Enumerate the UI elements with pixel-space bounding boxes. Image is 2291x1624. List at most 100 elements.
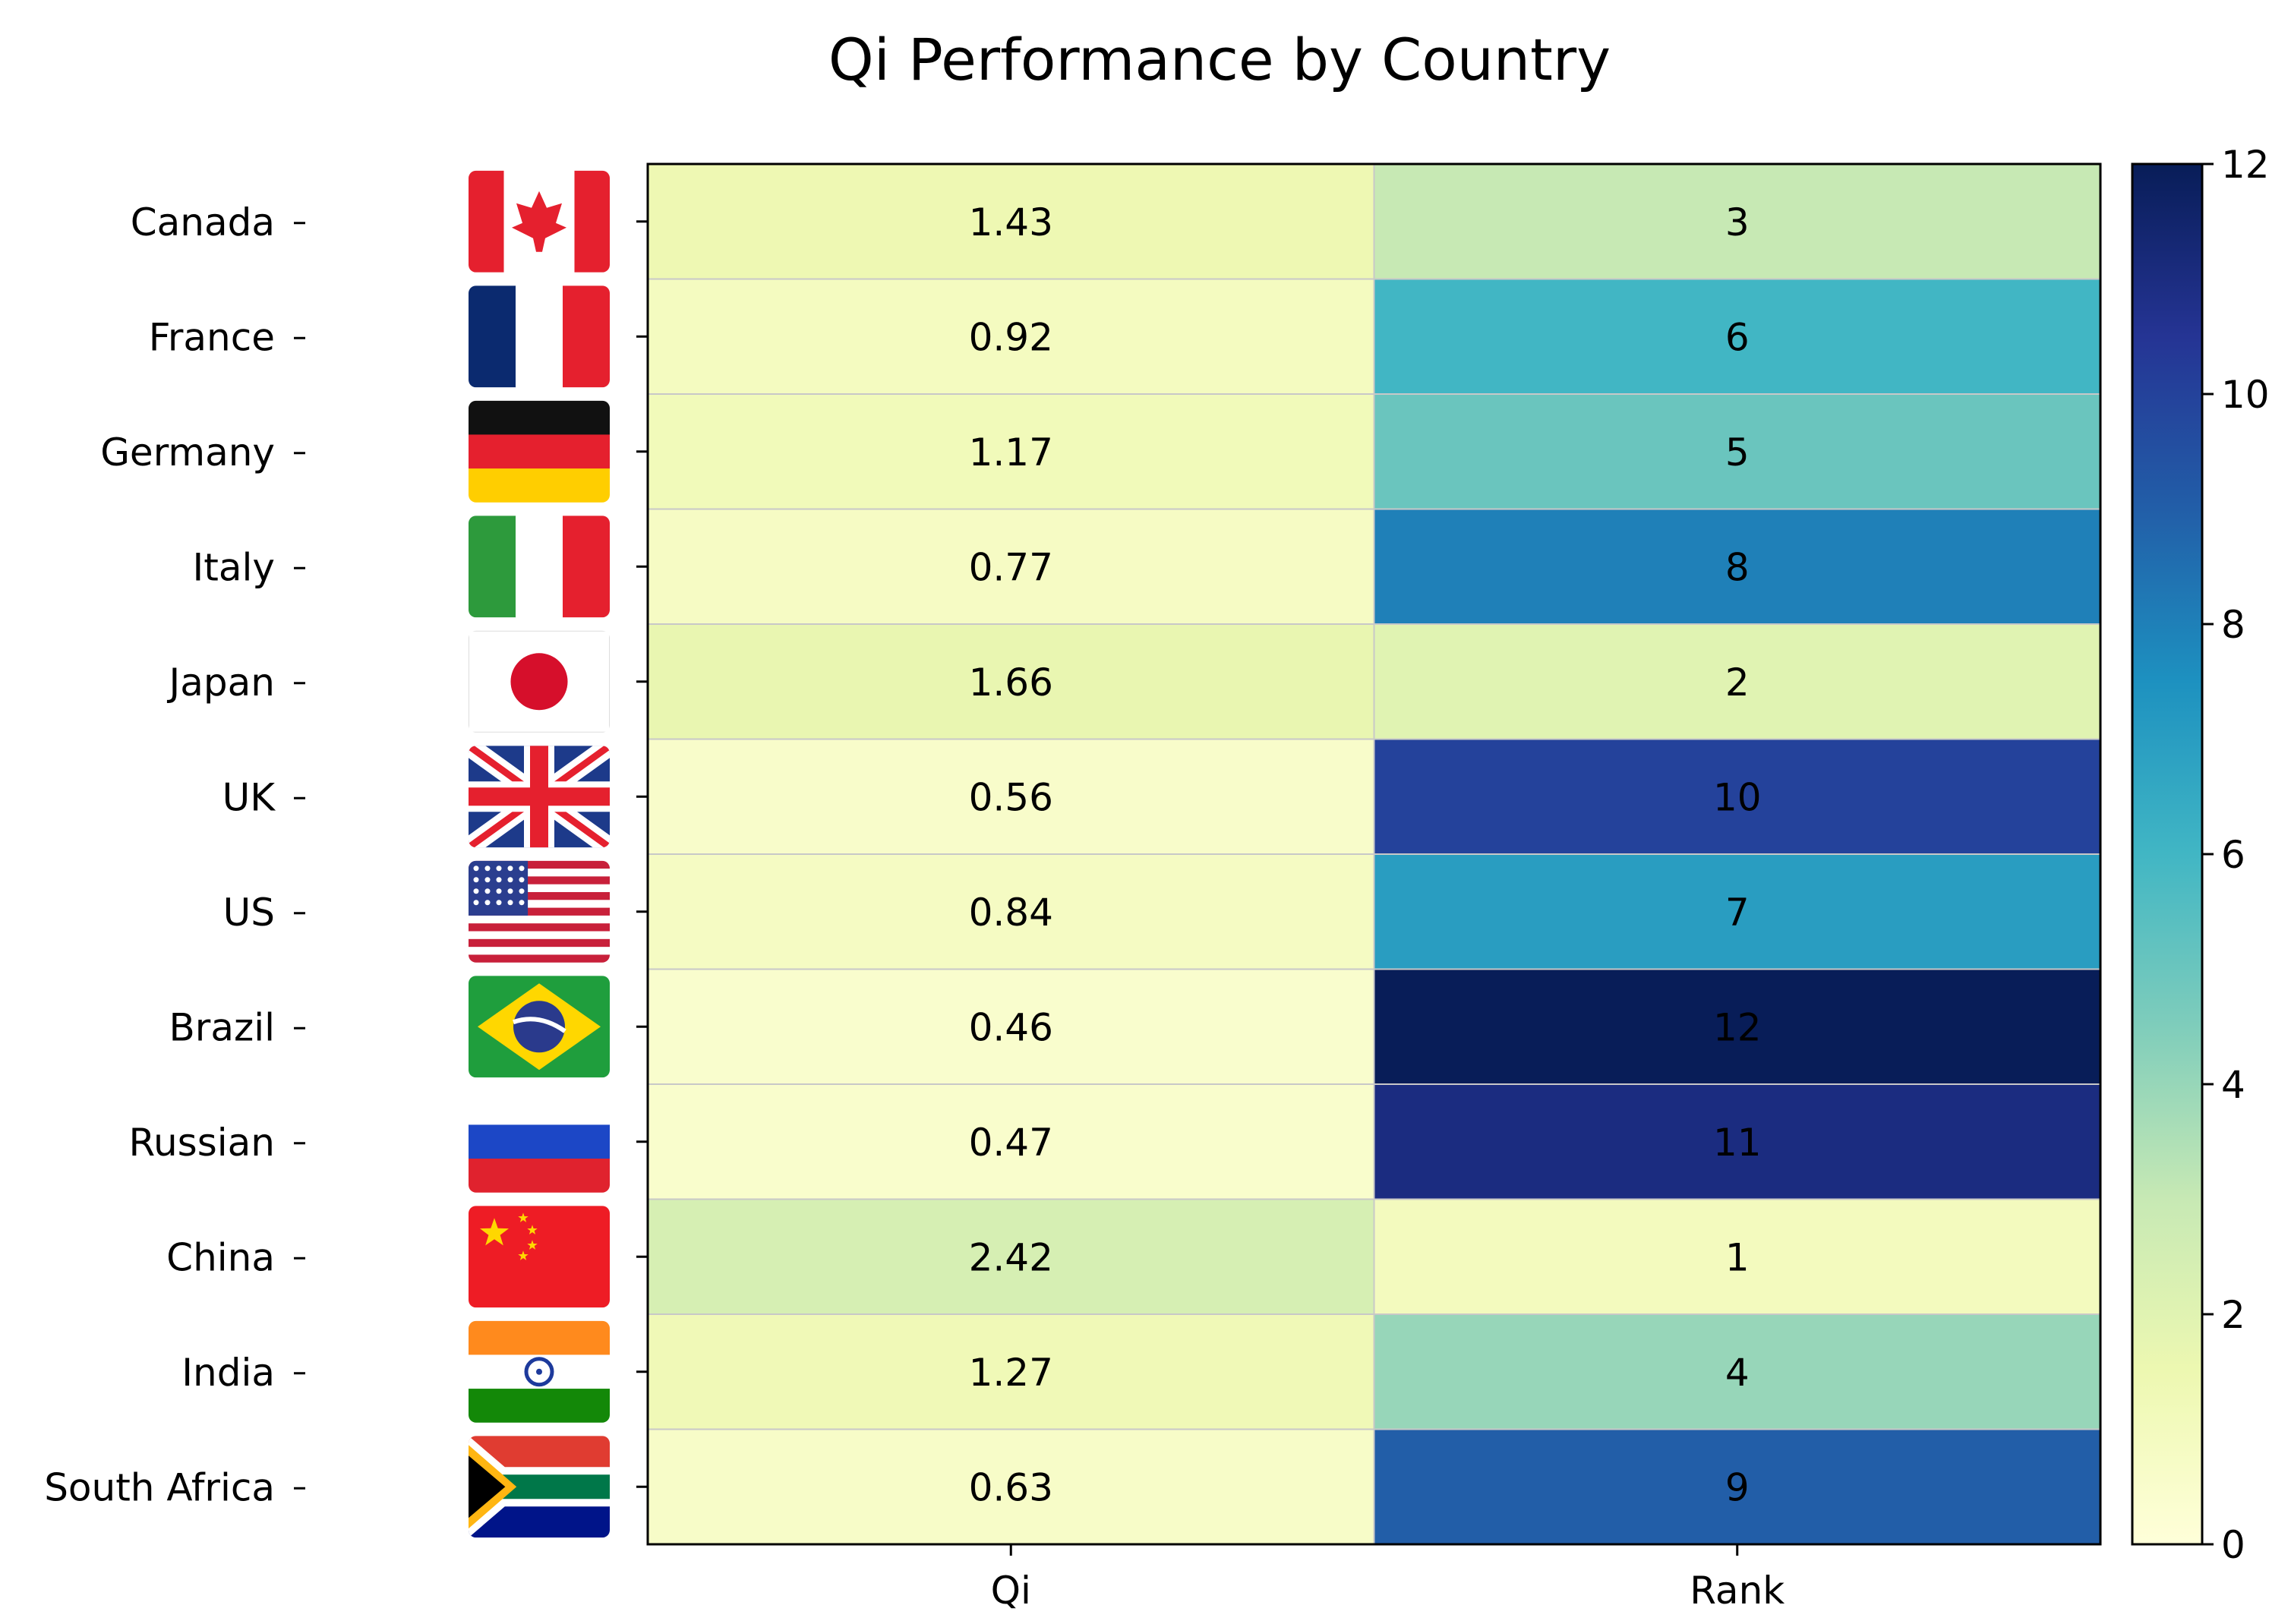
star-icon xyxy=(507,888,513,894)
heatmap-cells: 1.43 3 0.92 6 1.17 5 0.77 8 1.66 2 0.56 10 0.84 7 0.46… xyxy=(647,163,2101,1545)
x-tick-label: Qi xyxy=(991,1569,1031,1613)
star-icon xyxy=(518,1250,529,1260)
italy-stripe xyxy=(563,516,610,618)
y-tick-label: UK xyxy=(222,775,276,819)
heatmap-cell-france-rank xyxy=(1373,278,2101,395)
cell-value-label: 12 xyxy=(1713,1005,1762,1049)
france-stripe xyxy=(516,285,563,388)
italy-stripe xyxy=(469,516,516,618)
colorbar-tick-label: 10 xyxy=(2221,373,2270,417)
star-icon xyxy=(519,877,525,883)
us-stripe xyxy=(469,869,610,877)
heatmap-cell-india-qi xyxy=(647,1313,1375,1430)
cell-value-label: 2.42 xyxy=(969,1235,1053,1279)
cell-value-label: 0.77 xyxy=(969,545,1053,589)
axes: Canada France Germany Italy Japan UK US Brazil R… xyxy=(44,162,2102,1613)
star-icon xyxy=(496,877,502,883)
heatmap-cell-france-qi xyxy=(647,278,1375,395)
y-tick-label: Japan xyxy=(167,661,275,705)
us-stripe xyxy=(469,860,610,869)
cell-value-label: 10 xyxy=(1713,775,1762,819)
italy-flag-icon xyxy=(469,516,610,618)
flag-bg xyxy=(469,1206,610,1308)
colorbar-tick-label: 0 xyxy=(2221,1523,2245,1567)
heatmap-cell-russian-qi xyxy=(647,1083,1375,1200)
star-icon xyxy=(484,877,491,883)
star-icon xyxy=(473,888,479,894)
heatmap-cell-south-africa-qi xyxy=(647,1428,1375,1545)
heatmap-cell-uk-rank xyxy=(1373,738,2101,855)
colorbar-tick-label: 12 xyxy=(2221,143,2270,187)
cell-value-label: 1 xyxy=(1725,1235,1750,1279)
cell-value-label: 0.63 xyxy=(969,1465,1053,1509)
france-flag-icon xyxy=(469,285,610,388)
colorbar-tick-label: 4 xyxy=(2221,1063,2245,1107)
us-stripe xyxy=(469,884,610,893)
india-stripe xyxy=(469,1320,610,1355)
star-icon xyxy=(473,866,479,872)
sun-disc-icon xyxy=(510,653,568,711)
france-stripe xyxy=(469,285,516,388)
us-stripe xyxy=(469,954,610,963)
heatmap-cell-us-qi xyxy=(647,853,1375,970)
heatmap-cell-canada-rank xyxy=(1373,163,2101,280)
flag-column xyxy=(469,170,610,1538)
star-icon xyxy=(496,866,502,872)
cell-value-label: 2 xyxy=(1725,661,1750,705)
us-stripe xyxy=(469,938,610,948)
cross-red xyxy=(469,787,610,806)
star-icon xyxy=(519,888,525,894)
heatmap-cell-india-rank xyxy=(1373,1313,2101,1430)
cell-value-label: 0.56 xyxy=(969,775,1053,819)
star-icon xyxy=(507,866,513,872)
russia-stripe xyxy=(469,1159,610,1193)
cell-value-label: 1.27 xyxy=(969,1351,1053,1395)
star-icon xyxy=(507,900,513,906)
y-tick-label: Russian xyxy=(128,1121,275,1165)
russia-flag-icon xyxy=(469,1090,610,1193)
germany-stripe xyxy=(469,400,610,435)
us-stripe xyxy=(469,931,610,940)
star-icon xyxy=(519,866,525,872)
y-tick-label: Germany xyxy=(100,430,275,475)
y-tick-label: Canada xyxy=(131,200,275,244)
cell-value-label: 1.43 xyxy=(969,200,1053,244)
heatmap-cell-germany-qi xyxy=(647,393,1375,510)
us-stripe xyxy=(469,900,610,909)
cell-value-label: 8 xyxy=(1725,545,1750,589)
brazil-flag-icon xyxy=(469,976,610,1078)
italy-stripe xyxy=(516,516,563,618)
canada-flag-icon xyxy=(469,170,610,273)
france-stripe xyxy=(563,285,610,388)
india-stripe xyxy=(469,1389,610,1423)
globe-band xyxy=(513,1017,566,1033)
colorbar: 0 2 4 6 8 10 12 xyxy=(2131,143,2270,1567)
russia-stripe xyxy=(469,1124,610,1159)
heatmap-cell-japan-rank xyxy=(1373,623,2101,740)
star-icon xyxy=(527,1240,538,1250)
star-icon xyxy=(518,1212,529,1222)
heatmap-cell-germany-rank xyxy=(1373,393,2101,510)
y-tick-label: France xyxy=(149,315,275,359)
japan-flag-icon xyxy=(469,630,610,733)
star-icon xyxy=(527,1225,538,1235)
cell-value-label: 6 xyxy=(1725,315,1750,359)
heatmap-cell-us-rank xyxy=(1373,853,2101,970)
y-tick-label: China xyxy=(166,1235,275,1279)
cell-value-label: 5 xyxy=(1725,430,1750,475)
star-icon xyxy=(496,888,502,894)
germany-flag-icon xyxy=(469,400,610,503)
heatmap-cell-brazil-rank xyxy=(1373,968,2101,1085)
y-tick-label: South Africa xyxy=(44,1465,275,1509)
cell-value-label: 0.47 xyxy=(969,1121,1053,1165)
heatmap-cell-china-rank xyxy=(1373,1198,2101,1315)
chart-title: Qi Performance by Country xyxy=(828,26,1611,93)
star-icon xyxy=(473,900,479,906)
y-tick-label: India xyxy=(181,1351,275,1395)
germany-stripe xyxy=(469,434,610,469)
star-icon xyxy=(484,888,491,894)
chakra-icon xyxy=(524,1357,554,1387)
us-stripe xyxy=(469,915,610,924)
us-flag-icon xyxy=(469,860,610,963)
cell-value-label: 4 xyxy=(1725,1351,1750,1395)
